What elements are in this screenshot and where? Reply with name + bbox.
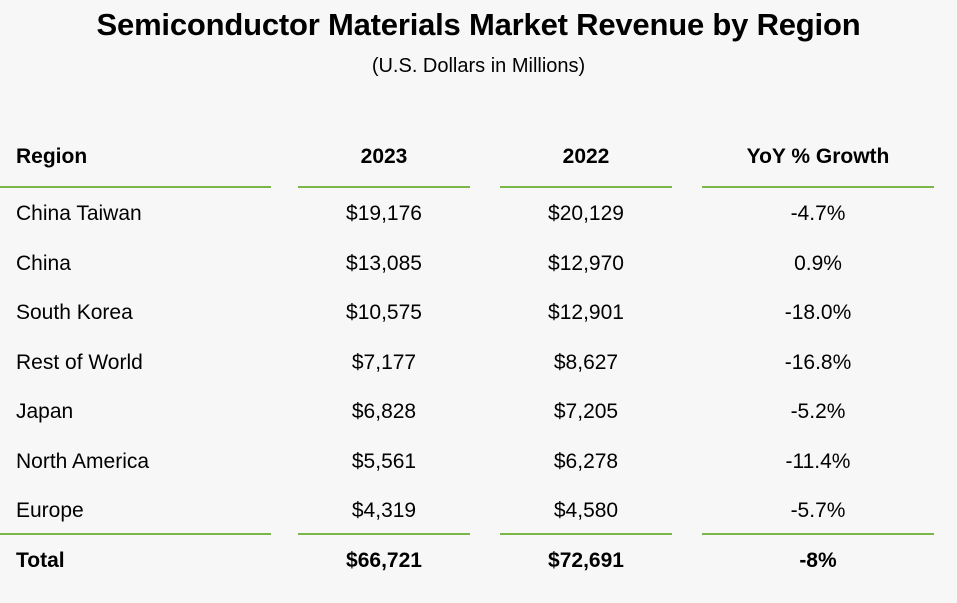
- total-row-year-2023-cell: $66,721: [346, 548, 422, 572]
- table-row-4-year-2023-cell: $7,177: [351, 350, 417, 374]
- total-rule-year-2023: [298, 533, 470, 535]
- table-row-2-year-2023-cell: $13,085: [346, 251, 422, 275]
- table-row-5-yoy-growth-cell: -5.2%: [790, 400, 846, 423]
- table-row-1-year-2023-cell: $19,176: [346, 202, 422, 225]
- table-row-1-yoy-growth-cell: -4.7%: [790, 202, 846, 225]
- chart-subtitle: (U.S. Dollars in Millions): [371, 55, 586, 77]
- table-row-6-year-2023-cell: $5,561: [351, 449, 417, 473]
- table-row-7-year-2022-cell: $4,580: [553, 499, 619, 522]
- table-row-3-yoy-growth-cell: -18.0%: [784, 301, 852, 324]
- table-row-5-region-cell: Japan: [16, 400, 74, 423]
- total-row-yoy-growth-cell: -8%: [799, 548, 837, 572]
- table-row-6-year-2022-cell: $6,278: [553, 449, 619, 473]
- table-row-4-yoy-growth-cell: -16.8%: [784, 350, 852, 374]
- header-row-region-cell: Region: [16, 145, 88, 168]
- header-rule-region: [0, 186, 271, 188]
- table-row-1-year-2022-cell: $20,129: [548, 202, 624, 225]
- table-row-5-year-2023-cell: $6,828: [351, 400, 417, 423]
- table-row-4-region-cell: Rest of World: [16, 350, 143, 374]
- table-row-3-year-2022-cell: $12,901: [548, 301, 624, 324]
- total-row-year-2022-cell: $72,691: [548, 548, 624, 572]
- table-row-7-year-2023-cell: $4,319: [351, 499, 417, 522]
- header-rule-year-2023: [298, 186, 470, 188]
- header-row-year-2023-cell: 2023: [360, 145, 408, 168]
- table-row-1-region-cell: China Taiwan: [16, 202, 142, 225]
- header-row-yoy-growth-cell: YoY % Growth: [746, 145, 890, 168]
- table-row-2-year-2022-cell: $12,970: [548, 251, 624, 275]
- table-row-2-yoy-growth-cell: 0.9%: [794, 251, 842, 275]
- table-row-6-yoy-growth-cell: -11.4%: [785, 449, 851, 473]
- table-row-3-region-cell: South Korea: [16, 301, 133, 324]
- total-row-region-cell: Total: [16, 548, 65, 572]
- table-row-3-year-2023-cell: $10,575: [346, 301, 422, 324]
- total-rule-yoy-growth: [702, 533, 934, 535]
- table-row-4-year-2022-cell: $8,627: [553, 350, 619, 374]
- table-row-7-region-cell: Europe: [16, 499, 84, 522]
- table-row-7-yoy-growth-cell: -5.7%: [790, 499, 846, 522]
- header-row-year-2022-cell: 2022: [562, 145, 610, 168]
- table-row-2-region-cell: China: [16, 251, 71, 275]
- table-row-6-region-cell: North America: [16, 449, 150, 473]
- header-rule-yoy-growth: [702, 186, 934, 188]
- table-row-5-year-2022-cell: $7,205: [553, 400, 619, 423]
- total-rule-region: [0, 533, 271, 535]
- header-rule-year-2022: [500, 186, 672, 188]
- chart-title: Semiconductor Materials Market Revenue b…: [96, 7, 861, 42]
- total-rule-year-2022: [500, 533, 672, 535]
